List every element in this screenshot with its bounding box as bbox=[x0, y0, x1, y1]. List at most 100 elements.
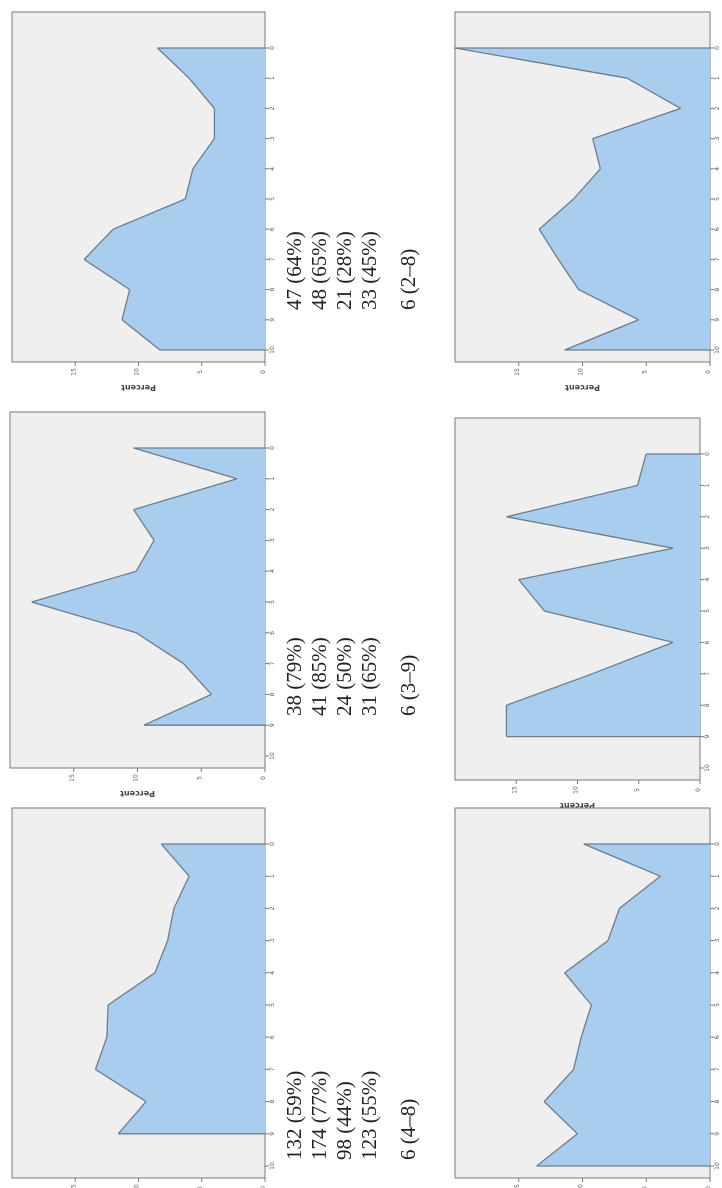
y-axis-label: Percent bbox=[560, 801, 595, 810]
x-tick-label: 8 bbox=[269, 288, 276, 292]
x-tick-label: 4 bbox=[269, 971, 276, 975]
area-fill bbox=[95, 844, 266, 1134]
chart-panel-middle-right: 0 1 2 3 4 5 6 7 8 9 10 0 5 10 15 Percent bbox=[9, 411, 276, 798]
stat-value: 31 (65%) bbox=[357, 637, 381, 716]
y-tick-label: 15 bbox=[70, 368, 77, 376]
x-tick-label: 2 bbox=[269, 106, 276, 110]
series-line-segment bbox=[506, 484, 638, 518]
series-line-segment bbox=[506, 516, 674, 549]
series-line-segment bbox=[636, 453, 647, 486]
x-tick-label: 8 bbox=[714, 288, 721, 292]
y-tick-label: 5 bbox=[641, 370, 648, 374]
stat-value: 123 (55%) bbox=[357, 1070, 381, 1160]
x-tick-label: 8 bbox=[714, 1100, 721, 1104]
y-tick-label: 0 bbox=[260, 370, 267, 374]
series-line-segment bbox=[536, 1133, 578, 1167]
area-fill bbox=[84, 48, 265, 350]
series-line-segment bbox=[31, 601, 137, 634]
chart-panel-top-right: 0 1 2 3 4 5 6 7 8 9 10 0 5 10 15 Percent bbox=[11, 11, 276, 392]
x-tick-label: 2 bbox=[704, 515, 711, 519]
x-tick-label: 9 bbox=[269, 318, 276, 322]
chart-panel-top-left: 0 1 2 3 4 5 6 7 8 9 10 0 5 10 15 Percent bbox=[454, 11, 721, 392]
y-tick-label: 10 bbox=[134, 1184, 141, 1188]
series-line-segment bbox=[133, 447, 238, 480]
stat-value: 24 (50%) bbox=[332, 637, 356, 716]
series-line-segment bbox=[160, 843, 190, 877]
series-line-segment bbox=[518, 547, 674, 581]
series-line-segment bbox=[591, 641, 674, 675]
stat-value: 41 (85%) bbox=[307, 637, 331, 716]
series-line-segment bbox=[580, 1004, 593, 1038]
x-tick-label: 1 bbox=[269, 76, 276, 80]
y-axis-label: Percent bbox=[565, 383, 600, 392]
x-tick-label: 6 bbox=[269, 227, 276, 231]
chart-panel-middle-left: 0 1 2 3 4 5 6 7 8 9 10 0 5 10 15 Percent bbox=[454, 417, 711, 810]
x-tick-label: 0 bbox=[704, 452, 711, 456]
area-fill bbox=[31, 448, 265, 726]
x-tick-label: 10 bbox=[269, 346, 276, 354]
x-tick-label: 5 bbox=[269, 1003, 276, 1007]
x-tick-label: 7 bbox=[714, 257, 721, 261]
x-tick-label: 5 bbox=[714, 1003, 721, 1007]
series-line-segment bbox=[83, 258, 131, 291]
x-tick-label: 6 bbox=[714, 1035, 721, 1039]
x-tick-label: 1 bbox=[714, 874, 721, 878]
stat-value: 6 (3–9) bbox=[396, 654, 420, 716]
series-line-segment bbox=[454, 47, 628, 79]
x-tick-label: 9 bbox=[269, 723, 276, 727]
x-tick-label: 9 bbox=[714, 318, 721, 322]
x-tick-label: 10 bbox=[269, 752, 276, 760]
y-tick-label: 5 bbox=[197, 370, 204, 374]
series-line-segment bbox=[107, 972, 156, 1006]
stats-column-top: 47 (64%) 48 (65%) 21 (28%) 33 (45%) 6 (2… bbox=[282, 231, 421, 310]
y-tick-label: 0 bbox=[695, 788, 702, 792]
stat-value: 33 (45%) bbox=[357, 231, 381, 310]
x-tick-label: 3 bbox=[704, 546, 711, 550]
series-line-segment bbox=[564, 940, 609, 974]
x-tick-label: 2 bbox=[269, 508, 276, 512]
series-line-segment bbox=[135, 632, 184, 665]
series-line-segment bbox=[607, 908, 621, 941]
x-tick-label: 4 bbox=[714, 167, 721, 171]
series-line-segment bbox=[112, 198, 186, 230]
area-fill bbox=[536, 844, 710, 1166]
series-line-segment bbox=[592, 138, 601, 169]
x-tick-label: 6 bbox=[269, 631, 276, 635]
y-tick-label: 0 bbox=[705, 370, 712, 374]
x-tick-label: 4 bbox=[269, 569, 276, 573]
x-tick-label: 1 bbox=[704, 483, 711, 487]
x-tick-label: 8 bbox=[704, 703, 711, 707]
series-line-segment bbox=[592, 107, 681, 140]
x-tick-label: 7 bbox=[269, 1067, 276, 1071]
x-tick-label: 0 bbox=[269, 446, 276, 450]
series-line-segment bbox=[188, 77, 215, 109]
x-tick-label: 3 bbox=[714, 939, 721, 943]
y-tick-label: 15 bbox=[511, 786, 518, 794]
stat-value: 38 (79%) bbox=[282, 637, 306, 716]
x-tick-label: 2 bbox=[714, 106, 721, 110]
y-tick-label: 0 bbox=[260, 1186, 267, 1188]
series-line-segment bbox=[626, 77, 681, 109]
series-line-segment bbox=[157, 47, 190, 79]
y-tick-label: 15 bbox=[70, 1184, 77, 1188]
series-line-segment bbox=[578, 289, 639, 321]
x-tick-label: 2 bbox=[269, 906, 276, 910]
stats-column-middle: 38 (79%) 41 (85%) 24 (50%) 31 (65%) 6 (3… bbox=[282, 637, 421, 716]
x-tick-label: 7 bbox=[269, 662, 276, 666]
series-line-segment bbox=[506, 673, 593, 706]
x-tick-label: 5 bbox=[269, 600, 276, 604]
stat-value: 174 (77%) bbox=[307, 1070, 331, 1160]
x-tick-label: 5 bbox=[714, 197, 721, 201]
series-line-segment bbox=[133, 509, 155, 541]
series-line-segment bbox=[538, 228, 559, 260]
series-line-segment bbox=[543, 1068, 575, 1103]
x-tick-label: 2 bbox=[714, 906, 721, 910]
series-line-segment bbox=[572, 1037, 582, 1070]
y-tick-label: 10 bbox=[578, 1184, 585, 1188]
stat-value: 21 (28%) bbox=[332, 231, 356, 310]
stat-value: 48 (65%) bbox=[307, 231, 331, 310]
series-line-segment bbox=[135, 540, 155, 572]
series-line-segment bbox=[619, 875, 661, 909]
y-axis-label: Percent bbox=[120, 789, 155, 798]
